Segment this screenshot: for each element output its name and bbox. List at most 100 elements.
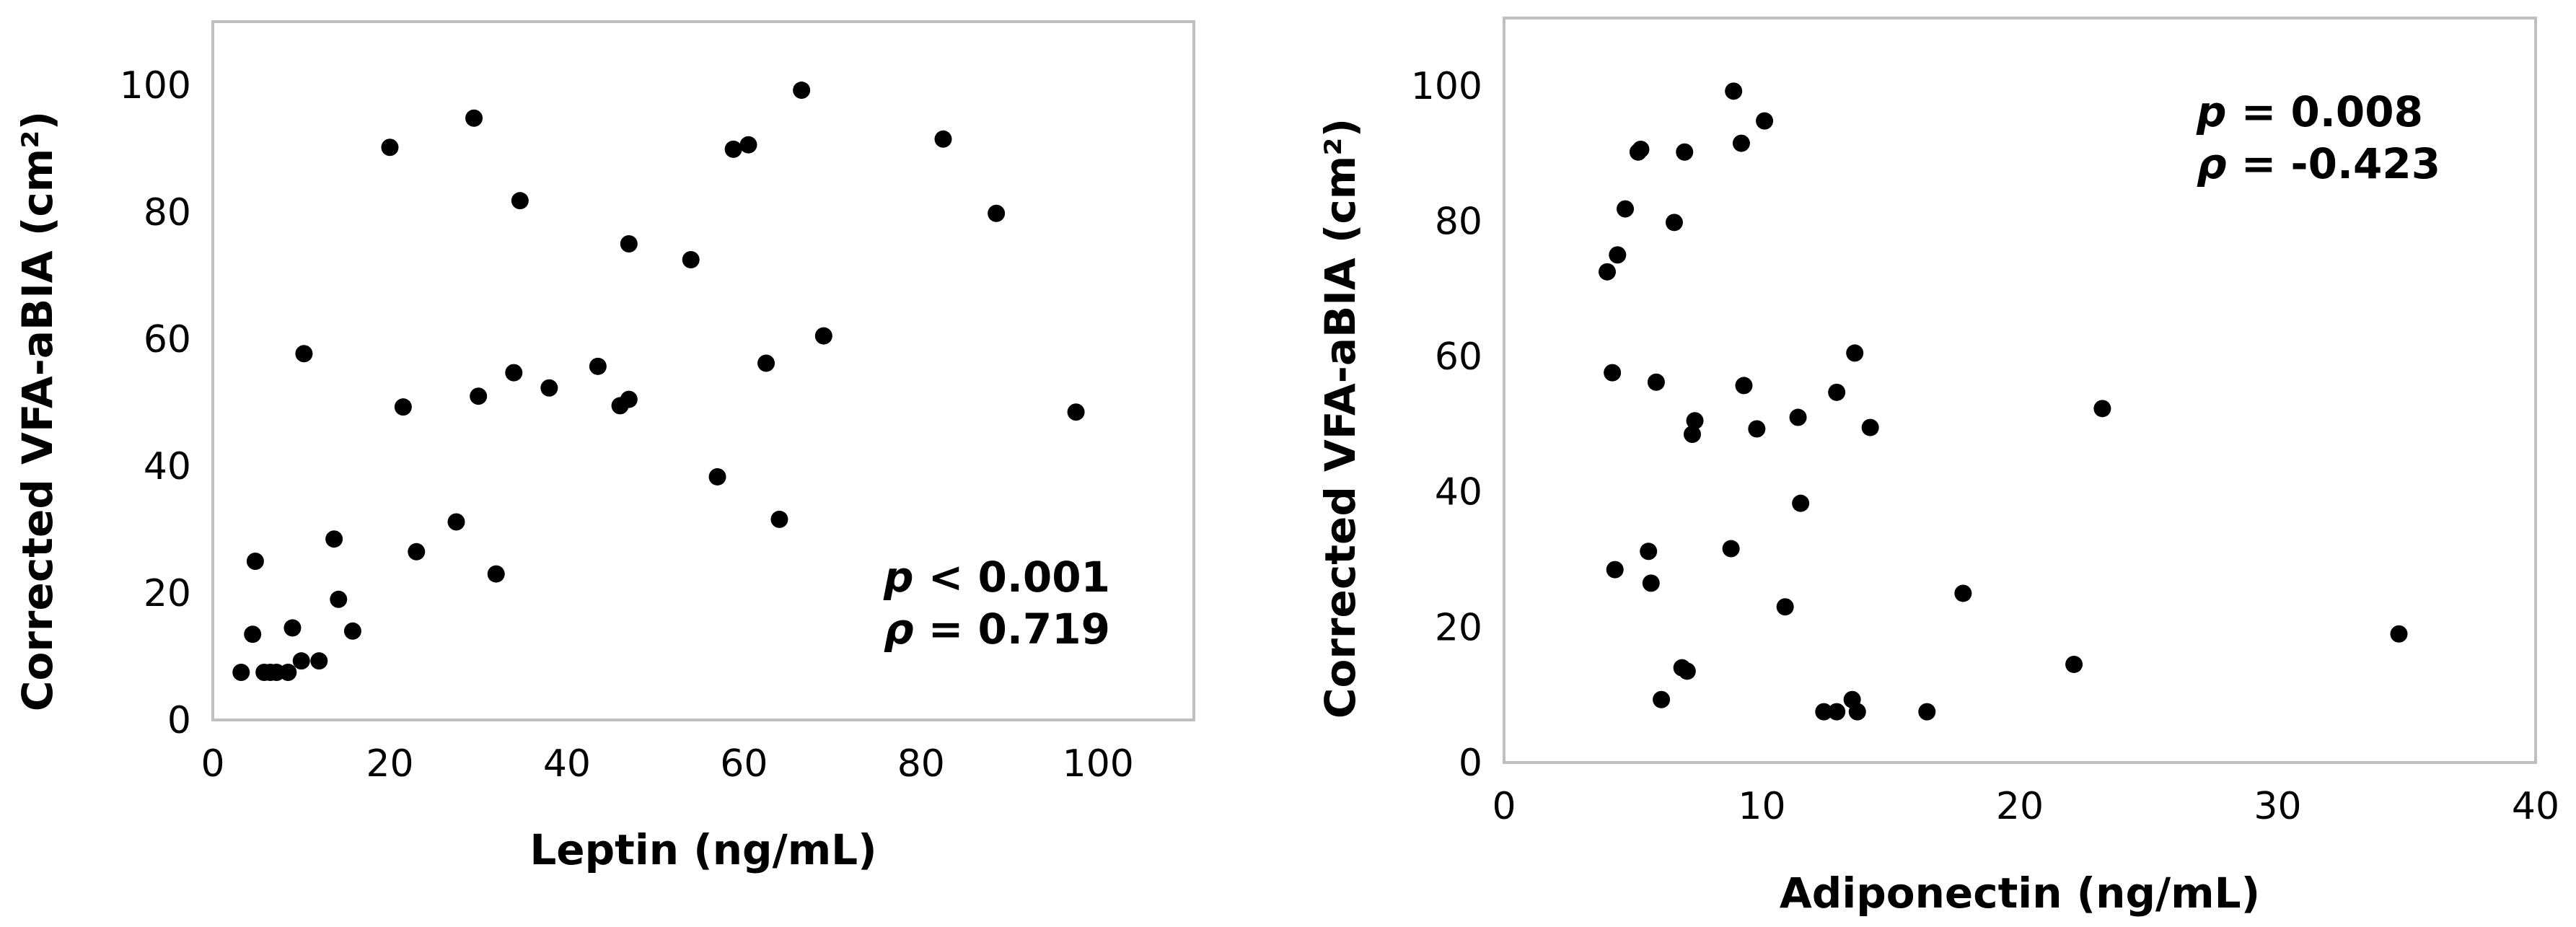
data-point — [1678, 662, 1696, 680]
data-point — [1640, 542, 1658, 561]
rho-value-line: ρ = -0.423 — [2197, 139, 2440, 188]
x-tick-label: 40 — [2512, 785, 2559, 828]
data-point — [2093, 400, 2111, 418]
data-point — [1776, 598, 1794, 616]
plot-area-frame — [211, 20, 1195, 721]
data-point — [1725, 82, 1743, 100]
data-point — [279, 664, 297, 681]
x-tick-label: 20 — [1996, 785, 2044, 828]
data-points — [232, 82, 1085, 681]
x-tick-label: 100 — [1063, 742, 1134, 786]
data-point — [1954, 584, 1972, 602]
x-tick-label: 60 — [720, 742, 768, 786]
data-point — [589, 357, 607, 375]
data-point — [793, 82, 811, 100]
rho-value-line: ρ = 0.719 — [884, 605, 1110, 654]
rho-value-text: = -0.423 — [2227, 139, 2441, 188]
data-point — [1828, 383, 1846, 401]
y-tick-label: 80 — [144, 191, 191, 234]
data-point — [1792, 494, 1810, 512]
adiponectin-scatter-chart: 0 20 40 60 80 100 0 10 20 30 40 Adiponectin (ng/m… — [1316, 17, 2559, 918]
data-point — [739, 136, 757, 154]
data-point — [724, 140, 742, 158]
y-axis-label: Corrected VFA-aBIA (cm²) — [13, 111, 62, 711]
y-tick-label: 40 — [144, 445, 191, 488]
data-point — [708, 467, 726, 486]
data-point — [447, 513, 465, 531]
data-point — [1665, 214, 1683, 232]
data-point — [1756, 112, 1774, 130]
p-value-line: p = 0.008 — [2196, 87, 2423, 136]
leptin-scatter-chart: 0 20 40 60 80 100 0 20 40 60 80 100 Leptin (ng/mL)… — [13, 20, 1195, 874]
x-axis-label: Leptin (ng/mL) — [529, 825, 876, 874]
data-point — [1653, 690, 1671, 708]
data-point — [2065, 655, 2083, 673]
data-point — [1918, 703, 1936, 721]
p-value-text: = 0.008 — [2227, 87, 2423, 136]
data-point — [934, 130, 952, 148]
data-point — [330, 590, 348, 608]
data-point — [310, 652, 328, 670]
data-point — [814, 327, 832, 345]
y-tick-label: 0 — [1459, 742, 1482, 785]
x-tick-label: 10 — [1738, 785, 1785, 828]
data-point — [232, 664, 250, 681]
x-tick-label: 40 — [543, 742, 591, 786]
data-point — [292, 652, 310, 670]
rho-symbol: ρ — [2197, 139, 2227, 188]
data-point — [1861, 418, 1879, 436]
data-point — [470, 387, 488, 405]
rho-value-text: = 0.719 — [914, 605, 1110, 654]
data-point — [1632, 141, 1650, 159]
data-point — [1828, 703, 1846, 721]
data-point — [394, 398, 412, 416]
data-point — [1735, 377, 1753, 395]
x-tick-label: 80 — [897, 742, 945, 786]
data-point — [244, 625, 262, 643]
data-point — [343, 622, 361, 640]
data-point — [682, 251, 700, 268]
p-symbol: p — [2196, 87, 2227, 136]
data-point — [1846, 344, 1864, 362]
y-tick-label: 20 — [1435, 606, 1482, 649]
data-point — [408, 542, 426, 561]
y-tick-label: 20 — [144, 572, 191, 615]
data-point — [1676, 143, 1694, 161]
rho-symbol: ρ — [884, 605, 914, 654]
data-point — [1683, 425, 1701, 443]
data-point — [1686, 412, 1704, 430]
x-axis-label: Adiponectin (ng/mL) — [1780, 869, 2260, 918]
data-point — [283, 619, 302, 637]
data-point — [1606, 561, 1624, 579]
data-point — [505, 364, 523, 382]
plot-area-frame — [1503, 17, 2537, 764]
data-point — [2390, 625, 2408, 643]
x-tick-label: 30 — [2254, 785, 2301, 828]
data-point — [487, 565, 505, 583]
data-point — [1604, 364, 1622, 382]
data-point — [1848, 703, 1866, 721]
data-point — [620, 390, 638, 408]
data-point — [770, 510, 788, 528]
data-points — [1599, 82, 2408, 721]
data-point — [1067, 403, 1085, 421]
x-tick-labels: 0 10 20 30 40 — [1492, 785, 2559, 828]
data-point — [1815, 703, 1833, 721]
data-point — [465, 109, 483, 127]
p-value-line: p < 0.001 — [883, 553, 1110, 602]
y-tick-label: 60 — [1435, 335, 1482, 379]
data-point — [511, 192, 529, 210]
x-tick-label: 20 — [366, 742, 413, 786]
y-tick-label: 0 — [167, 699, 191, 742]
data-point — [246, 553, 264, 570]
y-tick-label: 60 — [144, 318, 191, 361]
stat-annotation: p < 0.001 ρ = 0.719 — [883, 553, 1110, 654]
data-point — [1647, 373, 1665, 391]
p-symbol: p — [883, 553, 914, 602]
y-tick-labels: 0 20 40 60 80 100 — [1411, 65, 1482, 785]
data-point — [1617, 200, 1635, 218]
data-point — [1599, 263, 1616, 281]
stat-annotation: p = 0.008 ρ = -0.423 — [2196, 87, 2440, 188]
y-tick-label: 100 — [120, 64, 191, 107]
data-point — [1722, 540, 1740, 558]
